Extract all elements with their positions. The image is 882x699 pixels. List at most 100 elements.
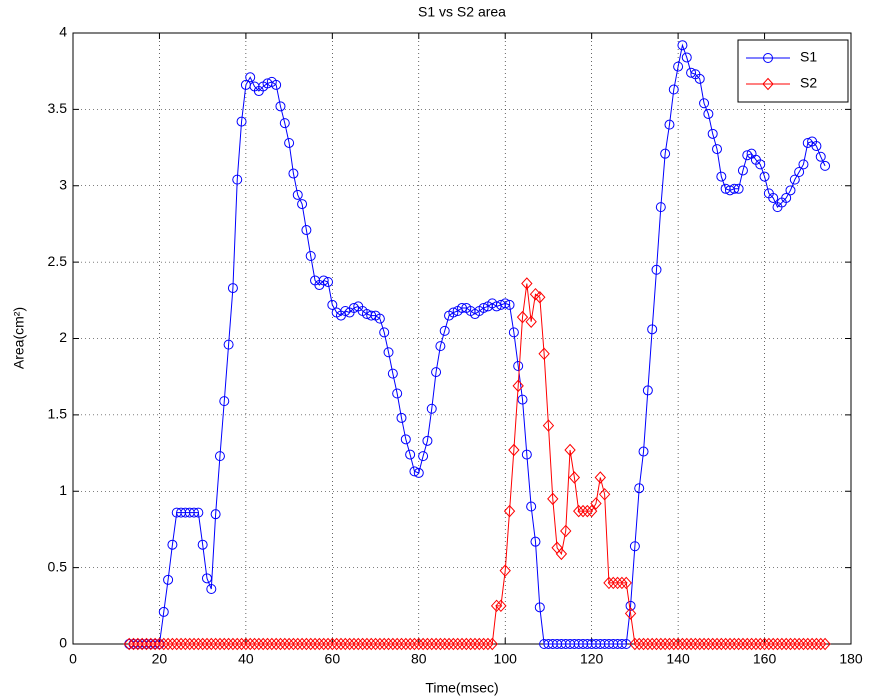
data-point	[261, 637, 274, 651]
data-point	[284, 137, 295, 148]
data-point	[737, 165, 748, 176]
data-point	[400, 637, 412, 651]
data-point	[624, 607, 637, 620]
data-point	[732, 637, 745, 651]
data-point	[798, 159, 809, 170]
data-point	[378, 637, 390, 651]
data-point	[292, 637, 304, 651]
data-point	[205, 637, 217, 651]
data-point	[603, 576, 615, 590]
data-point	[634, 483, 645, 494]
x-tick-label: 120	[580, 651, 604, 667]
data-point	[629, 541, 640, 552]
data-point	[214, 637, 226, 651]
data-point	[797, 637, 810, 651]
data-point	[274, 637, 287, 651]
data-point	[598, 488, 611, 501]
data-point	[672, 637, 684, 651]
data-point	[431, 367, 442, 378]
data-point	[149, 637, 161, 651]
x-tick-label: 140	[666, 651, 690, 667]
data-point	[266, 637, 278, 651]
data-point	[245, 72, 256, 83]
data-point	[391, 637, 403, 651]
data-point	[478, 302, 489, 313]
data-point	[219, 396, 230, 407]
data-point	[677, 40, 688, 51]
y-axis-label: Area(cm²)	[11, 307, 27, 369]
data-point	[776, 637, 788, 651]
data-point	[742, 150, 753, 161]
data-point	[486, 637, 498, 651]
data-point	[210, 509, 221, 520]
data-point	[301, 225, 312, 236]
data-point	[815, 637, 827, 651]
data-point	[162, 637, 174, 651]
data-point	[568, 471, 581, 484]
data-point	[702, 637, 715, 651]
x-tick-label: 20	[152, 651, 168, 667]
data-point	[456, 637, 468, 651]
data-point	[435, 341, 446, 352]
data-point	[637, 637, 650, 651]
data-point	[297, 199, 308, 210]
data-point	[257, 637, 269, 651]
data-point	[781, 192, 792, 203]
data-point	[542, 419, 555, 432]
data-point	[508, 327, 519, 338]
data-point	[802, 137, 813, 148]
y-tick-label: 0.5	[48, 558, 68, 574]
x-tick-label: 180	[839, 651, 863, 667]
data-point	[275, 101, 286, 112]
data-point	[741, 637, 753, 651]
data-point	[209, 637, 222, 651]
data-point	[395, 637, 408, 651]
data-point	[163, 574, 174, 585]
data-point	[460, 637, 472, 651]
data-point	[382, 637, 395, 651]
data-point	[664, 119, 675, 130]
data-point	[417, 637, 429, 651]
data-point	[283, 637, 295, 651]
data-point	[707, 637, 719, 651]
data-point	[646, 637, 658, 651]
data-point	[611, 576, 624, 590]
data-point	[534, 602, 545, 613]
data-point	[369, 637, 382, 651]
data-point	[719, 637, 732, 651]
data-point	[503, 504, 516, 518]
data-point	[171, 637, 183, 651]
data-point	[292, 189, 303, 200]
data-point	[127, 637, 140, 651]
data-point	[192, 637, 205, 651]
data-point	[184, 637, 196, 651]
data-point	[768, 192, 779, 203]
data-point	[642, 385, 653, 396]
data-point	[745, 637, 758, 651]
data-point	[517, 394, 528, 405]
data-point	[815, 151, 826, 162]
data-point	[512, 379, 524, 393]
data-point	[365, 637, 377, 651]
data-point	[387, 368, 398, 379]
data-point	[352, 637, 364, 651]
data-point	[707, 128, 718, 139]
data-point	[521, 277, 533, 290]
data-point	[305, 251, 316, 262]
data-point	[223, 339, 234, 350]
data-point	[279, 118, 290, 129]
data-point	[196, 637, 209, 651]
data-point	[733, 183, 744, 194]
data-point	[279, 637, 291, 651]
data-point	[811, 141, 822, 152]
data-point	[464, 637, 477, 651]
data-point	[434, 637, 447, 651]
data-point	[538, 347, 550, 361]
data-point	[802, 637, 814, 651]
data-point	[495, 599, 507, 613]
x-tick-label: 80	[411, 651, 427, 667]
data-point	[413, 637, 425, 651]
